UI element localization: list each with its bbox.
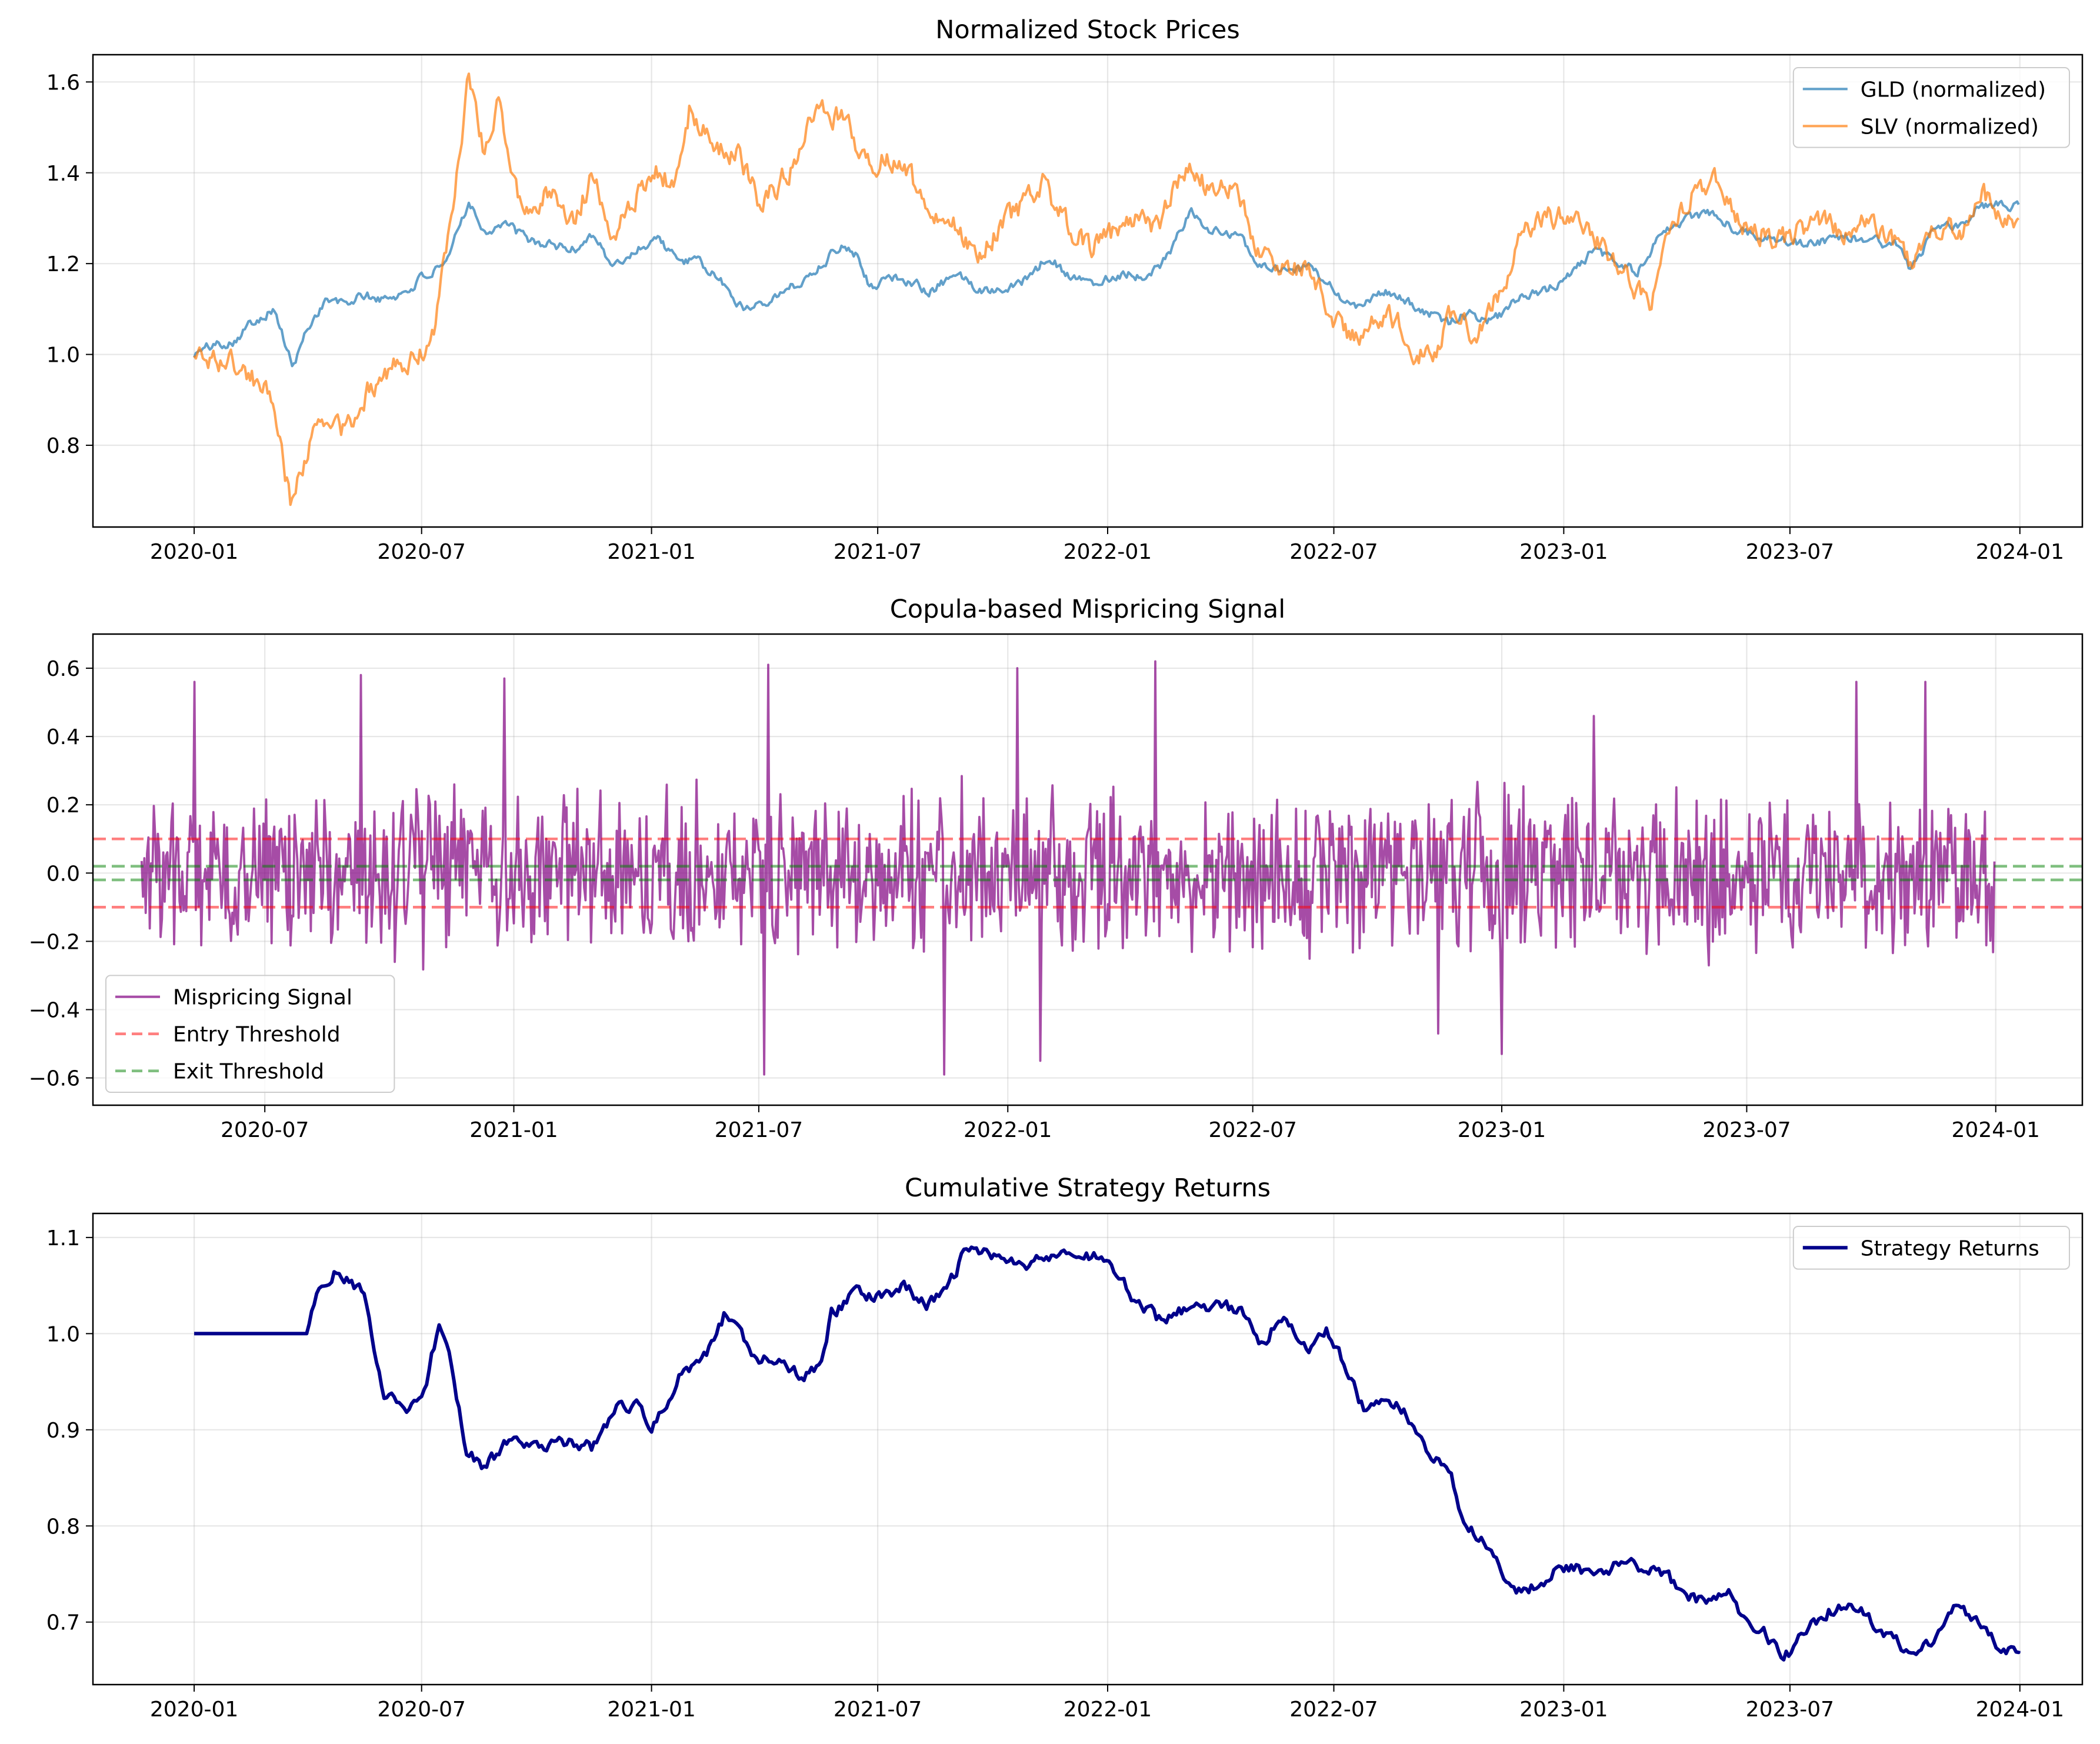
y-tick-label: 0.8	[46, 1515, 80, 1539]
strategy-returns-plot-area	[194, 1245, 2021, 1662]
legend-label-entry-threshold: Entry Threshold	[173, 1023, 341, 1047]
normalized-prices-panel: 2020-01 2020-07 2021-01 2021-07 2022-01 2022-…	[46, 15, 2084, 564]
strategy-returns-panel: 2020-01 2020-07 2021-01 2021-07 2022-01 2022-…	[46, 1173, 2084, 1722]
y-tick-label: −0.2	[29, 930, 80, 954]
legend-box	[1792, 67, 2071, 148]
chart-title: Copula-based Mispricing Signal	[890, 595, 1285, 624]
strategy-returns-line	[194, 1245, 2021, 1662]
y-tick-label: −0.6	[29, 1067, 80, 1091]
y-tick-label: 0.0	[46, 862, 80, 886]
x-tick-label: 2023-01	[1519, 540, 1608, 564]
x-tick-label: 2023-07	[1702, 1118, 1791, 1142]
x-tick-label: 2023-07	[1746, 540, 1834, 564]
legend-label-gld-normalized: GLD (normalized)	[1861, 78, 2046, 102]
y-tick-label: 1.1	[46, 1226, 80, 1251]
y-tick-label: 0.4	[46, 725, 80, 749]
legend: Mispricing Signal Entry Threshold Exit Thr…	[105, 975, 395, 1093]
y-tick-label: 0.7	[46, 1611, 80, 1635]
x-tick-label: 2024-01	[1976, 1698, 2064, 1722]
x-tick-label: 2021-01	[607, 1698, 695, 1722]
y-tick-label: 0.8	[46, 434, 80, 458]
legend: Strategy Returns	[1792, 1226, 2071, 1270]
legend-label-mispricing-signal: Mispricing Signal	[173, 986, 352, 1010]
y-tick-label: 1.4	[46, 162, 80, 186]
y-tick-label: 1.6	[46, 71, 80, 95]
x-tick-label: 2023-01	[1458, 1118, 1546, 1142]
y-tick-label: 1.0	[46, 344, 80, 368]
x-tick-label: 2021-07	[834, 1698, 922, 1722]
x-tick-label: 2021-07	[715, 1118, 803, 1142]
y-tick-label: 1.2	[46, 252, 80, 276]
x-tick-label: 2020-07	[377, 540, 465, 564]
axes-frame	[92, 1212, 2084, 1686]
y-tick-label: 0.2	[46, 793, 80, 818]
x-tick-label: 2020-07	[377, 1698, 465, 1722]
chart-title: Cumulative Strategy Returns	[905, 1173, 1271, 1203]
x-tick-label: 2020-01	[150, 540, 238, 564]
legend-label-strategy-returns: Strategy Returns	[1861, 1236, 2039, 1261]
mispricing-signal-panel: 2020-07 2021-01 2021-07 2022-01 2022-07 2023-…	[29, 595, 2084, 1142]
x-tick-label: 2022-07	[1289, 1698, 1378, 1722]
normalized-prices-plot-area	[193, 72, 2020, 506]
x-tick-label: 2022-01	[1064, 540, 1152, 564]
legend-label-exit-threshold: Exit Threshold	[173, 1060, 324, 1084]
slv-normalized-line	[193, 72, 2020, 506]
x-tick-label: 2023-07	[1746, 1698, 1834, 1722]
x-tick-label: 2022-07	[1289, 540, 1378, 564]
y-tick-label: −0.4	[29, 998, 80, 1022]
gld-normalized-line	[193, 199, 2020, 368]
x-tick-label: 2023-01	[1519, 1698, 1608, 1722]
x-tick-label: 2020-01	[150, 1698, 238, 1722]
legend-box	[1792, 1226, 2071, 1270]
x-tick-label: 2022-01	[1064, 1698, 1152, 1722]
mispricing-signal-plot-area	[93, 660, 2082, 1076]
axes-frame	[92, 54, 2084, 528]
x-tick-label: 2022-01	[964, 1118, 1052, 1142]
x-tick-label: 2024-01	[1976, 540, 2064, 564]
y-tick-label: 0.6	[46, 657, 80, 681]
x-tick-label: 2021-01	[607, 540, 695, 564]
y-tick-label: 1.0	[46, 1322, 80, 1346]
axes-frame	[92, 633, 2084, 1106]
chart-title: Normalized Stock Prices	[935, 15, 1240, 45]
x-tick-label: 2021-01	[469, 1118, 558, 1142]
x-tick-label: 2022-07	[1208, 1118, 1296, 1142]
y-tick-label: 0.9	[46, 1419, 80, 1443]
legend: GLD (normalized) SLV (normalized)	[1792, 67, 2071, 148]
mispricing-signal-line	[140, 660, 1996, 1076]
legend-box	[105, 975, 395, 1093]
x-tick-label: 2020-07	[221, 1118, 309, 1142]
legend-label-slv-normalized: SLV (normalized)	[1861, 115, 2039, 139]
x-tick-label: 2024-01	[1952, 1118, 2040, 1142]
x-tick-label: 2021-07	[834, 540, 922, 564]
